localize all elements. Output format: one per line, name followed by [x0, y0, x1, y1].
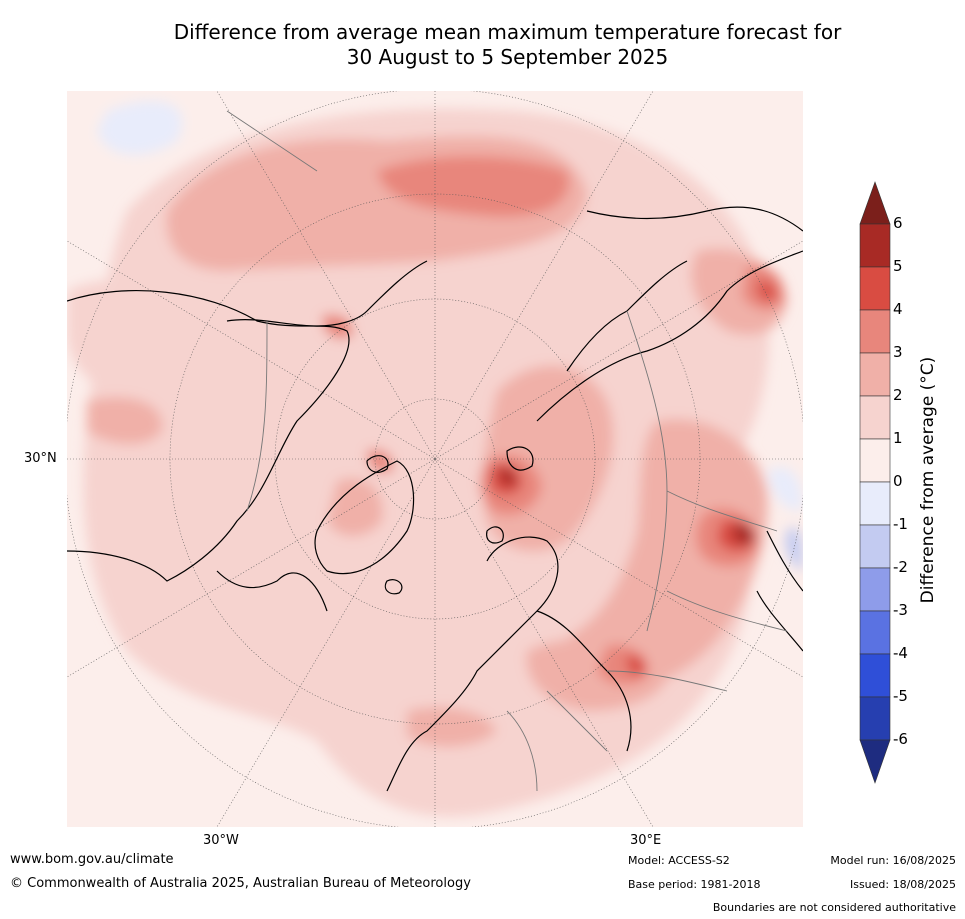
footer-model-run: Model run: 16/08/2025 — [830, 854, 956, 867]
colorbar-segment — [859, 395, 891, 440]
footer-copyright: © Commonwealth of Australia 2025, Austra… — [10, 876, 471, 891]
colorbar-segment — [859, 696, 891, 741]
anomaly-shading — [67, 101, 803, 817]
footer-issued: Issued: 18/08/2025 — [849, 878, 956, 891]
colorbar-tick-label: 6 — [893, 214, 903, 232]
title-line-1: Difference from average mean maximum tem… — [173, 20, 842, 44]
colorbar-segment — [859, 524, 891, 569]
title-line-2: 30 August to 5 September 2025 — [346, 45, 669, 69]
map-title: Difference from average mean maximum tem… — [60, 20, 955, 70]
footer-website: www.bom.gov.au/climate — [10, 852, 174, 867]
colorbar-extend-bottom — [859, 739, 891, 784]
colorbar-label: Difference from average (°C) — [918, 356, 938, 604]
colorbar-segment — [859, 309, 891, 354]
colorbar-extend-top — [859, 181, 891, 225]
colorbar-tick-label: 2 — [893, 386, 903, 404]
lon-label-30e: 30°E — [630, 833, 662, 848]
colorbar-tick-label: -5 — [893, 687, 908, 705]
lat-label-30n: 30°N — [24, 451, 57, 466]
colorbar-tick-label: -3 — [893, 601, 908, 619]
colorbar — [859, 181, 891, 784]
temperature-anomaly-map — [67, 91, 803, 827]
footer-disclaimer: Boundaries are not considered authoritat… — [712, 901, 956, 914]
colorbar-segment — [859, 610, 891, 655]
colorbar-segment — [859, 481, 891, 526]
colorbar-tick-label: -6 — [893, 730, 908, 748]
colorbar-segment — [859, 438, 891, 483]
colorbar-segment — [859, 352, 891, 397]
footer-base-period: Base period: 1981-2018 — [628, 878, 761, 891]
colorbar-tick-label: 3 — [893, 343, 903, 361]
colorbar-segment — [859, 223, 891, 268]
colorbar-tick-label: -1 — [893, 515, 908, 533]
lon-label-30w: 30°W — [203, 833, 239, 848]
colorbar-tick-label: 4 — [893, 300, 903, 318]
footer-model: Model: ACCESS-S2 — [628, 854, 730, 867]
colorbar-tick-label: 5 — [893, 257, 903, 275]
colorbar-segment — [859, 567, 891, 612]
colorbar-tick-label: -2 — [893, 558, 908, 576]
colorbar-tick-label: -4 — [893, 644, 908, 662]
colorbar-tick-label: 1 — [893, 429, 903, 447]
colorbar-segment — [859, 653, 891, 698]
country-borders — [226, 110, 788, 792]
colorbar-tick-label: 0 — [893, 472, 903, 490]
graticule — [67, 91, 803, 827]
colorbar-segment — [859, 266, 891, 311]
